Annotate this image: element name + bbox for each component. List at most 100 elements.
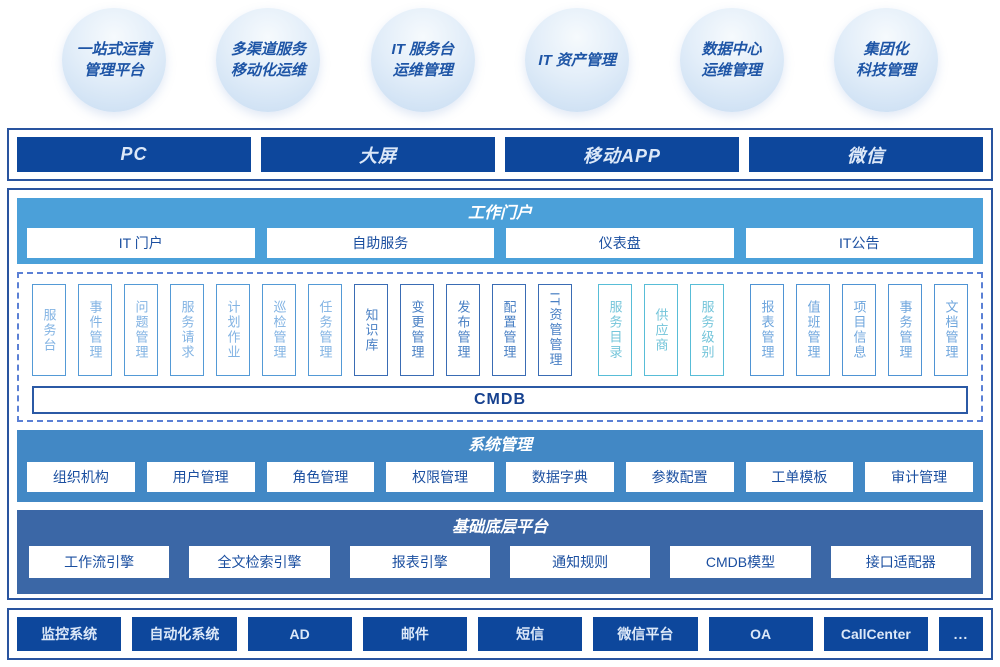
module-column-label: 文档管理	[943, 300, 959, 360]
integration-bar: 监控系统 自动化系统 AD 邮件 短信 微信平台 OA CallCenter .…	[7, 608, 993, 660]
system-item-label: 用户管理	[172, 469, 229, 485]
module-column: 发布管理	[446, 284, 480, 376]
module-column: 事件管理	[78, 284, 112, 376]
system-item-label: 参数配置	[651, 469, 708, 485]
capability-bubble-label: 一站式运营 管理平台	[76, 41, 152, 79]
channel-item-label: 大屏	[359, 145, 397, 166]
module-columns: 服务台 事件管理 问题管理 服务请求 计划作业 巡检管理 任务管理 知识库	[32, 284, 968, 376]
system-item: 数据字典	[506, 462, 614, 492]
module-column: 服务请求	[170, 284, 204, 376]
platform-item: 工作流引擎	[29, 546, 170, 578]
portal-item: 仪表盘	[506, 228, 734, 258]
cmdb-bar: CMDB	[32, 386, 968, 414]
capability-bubble: 数据中心 运维管理	[679, 8, 784, 112]
module-column-label: 发布管理	[455, 300, 471, 360]
portal-item-label: 自助服务	[352, 235, 409, 251]
capability-bubble-label: 数据中心 运维管理	[701, 41, 762, 79]
module-column-label: 巡检管理	[271, 300, 287, 360]
system-item: 权限管理	[386, 462, 494, 492]
module-column-label: 任务管理	[317, 300, 333, 360]
module-column-label: 供应商	[653, 307, 669, 353]
module-column-label: 问题管理	[133, 300, 149, 360]
integration-item: 短信	[478, 617, 583, 651]
system-item: 工单模板	[745, 462, 854, 492]
module-column-label: 服务台	[41, 307, 57, 353]
channel-item-label: 移动APP	[582, 145, 661, 166]
integration-item: 监控系统	[17, 617, 122, 651]
module-column: 任务管理	[308, 284, 342, 376]
base-platform-title: 基础底层平台	[451, 519, 548, 536]
module-column-label: 变更管理	[409, 300, 425, 360]
base-platform-items: 工作流引擎 全文检索引擎 报表引擎 通知规则 CMDB模型 接口适配器	[29, 546, 971, 578]
module-column: 巡检管理	[262, 284, 296, 376]
module-column: 服务级别	[690, 284, 724, 376]
integration-item-label: AD	[289, 626, 310, 642]
portal-item-label: IT公告	[839, 235, 880, 251]
integration-item-label: 短信	[516, 626, 545, 642]
portal-item: 自助服务	[266, 228, 494, 258]
integration-item-label: 自动化系统	[149, 626, 220, 642]
system-item: 审计管理	[865, 462, 973, 492]
module-column-label: 事件管理	[87, 300, 103, 360]
integration-item-label: 监控系统	[41, 626, 98, 642]
capability-bubble: IT 服务台 运维管理	[370, 8, 475, 112]
system-item-label: 权限管理	[412, 469, 469, 485]
cmdb-label: CMDB	[474, 391, 526, 408]
module-column: 事务管理	[888, 284, 922, 376]
integration-item: ...	[939, 617, 983, 651]
platform-item: 报表引擎	[349, 546, 490, 578]
capability-bubble: 集团化 科技管理	[833, 8, 938, 112]
system-item-label: 组织机构	[52, 469, 109, 485]
module-column: 项目信息	[842, 284, 876, 376]
integration-item-label: 微信平台	[617, 626, 674, 642]
module-column-label: 项目信息	[851, 300, 867, 360]
capability-bubble: IT 资产管理	[525, 8, 630, 112]
main-frame: 工作门户 IT 门户 自助服务 仪表盘 IT公告 服务台	[7, 188, 993, 600]
module-column: 供应商	[644, 284, 678, 376]
capability-bubble-label: 集团化 科技管理	[855, 41, 916, 79]
system-management-section: 系统管理 组织机构 用户管理 角色管理 权限管理 数据字典 参数配置	[17, 430, 983, 502]
module-column-label: 值班管理	[805, 300, 821, 360]
platform-item-label: 工作流引擎	[64, 554, 135, 570]
integration-item-label: 邮件	[400, 626, 429, 642]
module-column-label: 配置管理	[501, 300, 517, 360]
platform-item-label: 接口适配器	[865, 554, 936, 570]
capability-bubble: 多渠道服务 移动化运维	[216, 8, 321, 112]
platform-item: CMDB模型	[670, 546, 811, 578]
module-column-label: 报表管理	[759, 300, 775, 360]
module-column: 变更管理	[400, 284, 434, 376]
module-column: 服务目录	[598, 284, 632, 376]
module-column: 服务台	[32, 284, 66, 376]
platform-item-label: CMDB模型	[705, 554, 776, 570]
system-management-title: 系统管理	[467, 437, 532, 454]
integration-item-label: ...	[953, 626, 969, 642]
channel-item-label: 微信	[847, 145, 885, 166]
work-portal-title: 工作门户	[467, 205, 532, 222]
work-portal-items: IT 门户 自助服务 仪表盘 IT公告	[27, 228, 973, 258]
integration-item-label: CallCenter	[840, 626, 911, 642]
module-column-label: 服务目录	[607, 300, 623, 360]
module-column-label: 服务请求	[179, 300, 195, 360]
module-column: 文档管理	[934, 284, 968, 376]
system-item: 角色管理	[266, 462, 375, 492]
portal-item: IT 门户	[27, 228, 255, 258]
system-item: 组织机构	[27, 462, 135, 492]
platform-item-label: 通知规则	[552, 554, 609, 570]
integration-item: CallCenter	[823, 617, 928, 651]
module-column: IT资管管理	[538, 284, 572, 376]
integration-item-label: OA	[750, 626, 772, 642]
system-management-items: 组织机构 用户管理 角色管理 权限管理 数据字典 参数配置 工单模板 审计管理	[27, 462, 973, 492]
platform-item: 全文检索引擎	[189, 546, 330, 578]
module-column-label: IT资管管理	[547, 292, 563, 368]
base-platform-section: 基础底层平台 工作流引擎 全文检索引擎 报表引擎 通知规则 CMDB模型 接口适…	[17, 510, 983, 594]
integration-item: AD	[247, 617, 352, 651]
system-item-label: 审计管理	[891, 469, 948, 485]
capability-bubble-label: IT 服务台 运维管理	[391, 41, 455, 79]
module-column: 问题管理	[124, 284, 158, 376]
capability-bubble: 一站式运营 管理平台	[62, 8, 166, 112]
module-column: 报表管理	[750, 284, 784, 376]
system-item: 用户管理	[146, 462, 255, 492]
integration-item: 微信平台	[593, 617, 698, 651]
portal-item: IT公告	[745, 228, 973, 258]
